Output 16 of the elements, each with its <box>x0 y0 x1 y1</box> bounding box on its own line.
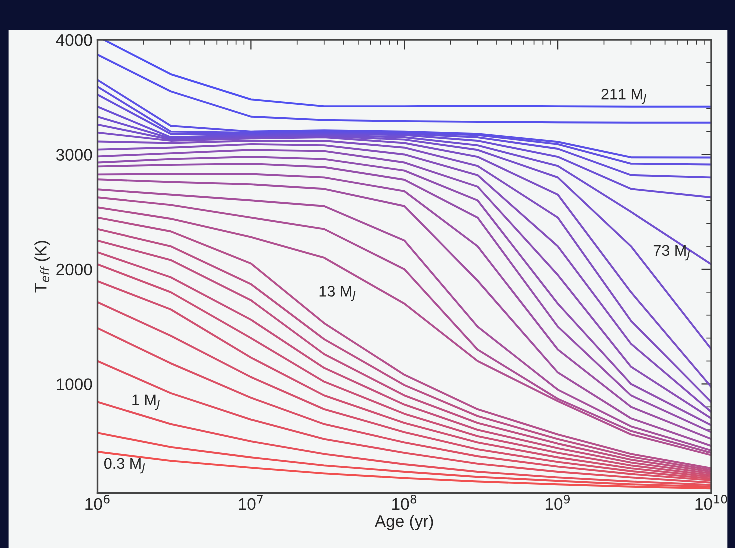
y-tick-label: 1000 <box>57 378 92 390</box>
x-tick-label: 10$^{9}$ <box>546 494 570 510</box>
annotation: 211 M$_{J}$ <box>602 88 646 104</box>
x-axis-title: Age (yr) <box>375 514 434 531</box>
annotation: 73 M$_{J}$ <box>654 245 690 261</box>
annotation: 1 M$_{J}$ <box>132 394 160 410</box>
annotation: 0.3 M$_{J}$ <box>104 458 146 474</box>
x-tick-label: 10$^{7}$ <box>239 495 263 510</box>
x-tick-label: 10$^{6}$ <box>86 494 110 510</box>
y-tick-label: 4000 <box>56 34 92 46</box>
annotation: 13 M$_{J}$ <box>320 286 356 302</box>
y-axis-title: T$_{eff}$ (K) <box>34 241 50 293</box>
x-tick-label: 10$^{10}$ <box>696 494 728 510</box>
x-tick-label: 10$^{8}$ <box>392 494 417 510</box>
y-tick-label: 3000 <box>56 149 92 161</box>
y-tick-label: 2000 <box>56 264 92 276</box>
